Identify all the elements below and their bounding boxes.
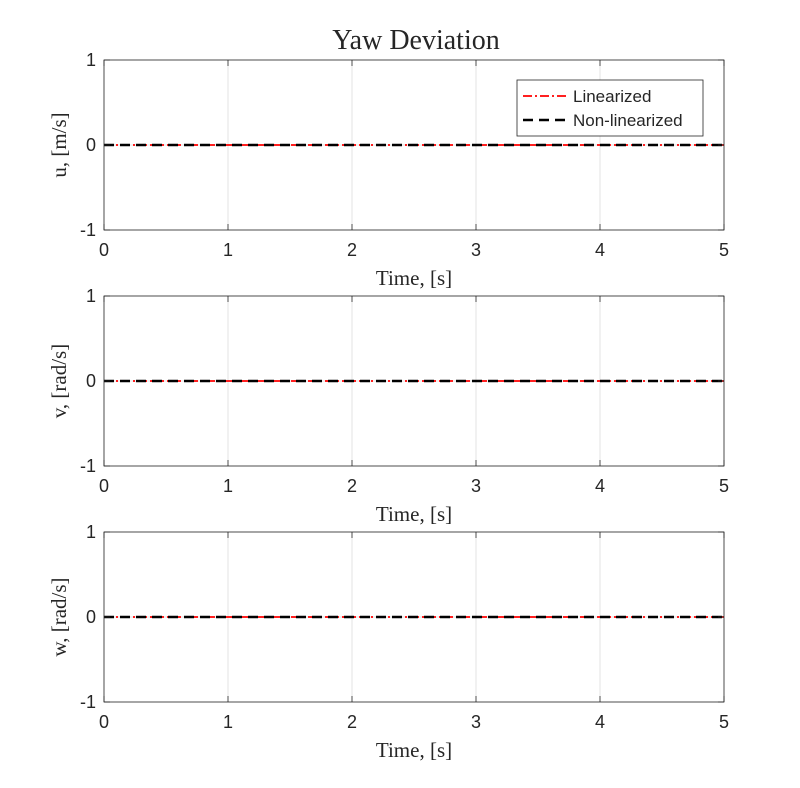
x-tick-label: 1 bbox=[223, 712, 233, 732]
x-tick-label: 0 bbox=[99, 712, 109, 732]
legend-label: Linearized bbox=[573, 87, 651, 106]
legend-box bbox=[516, 79, 704, 137]
x-tick-label: 1 bbox=[223, 240, 233, 260]
y-axis-label: w, [rad/s] bbox=[47, 577, 71, 656]
y-axis-label: v, [rad/s] bbox=[47, 344, 71, 418]
y-tick-label: 1 bbox=[86, 50, 96, 70]
figure-title: Yaw Deviation bbox=[332, 25, 499, 56]
x-axis-label: Time, [s] bbox=[376, 738, 452, 762]
x-tick-label: 3 bbox=[471, 712, 481, 732]
x-tick-label: 4 bbox=[595, 712, 605, 732]
legend-label: Non-linearized bbox=[573, 111, 683, 130]
x-tick-label: 2 bbox=[347, 712, 357, 732]
y-axis-label: u, [m/s] bbox=[47, 112, 71, 177]
x-tick-label: 2 bbox=[347, 476, 357, 496]
x-tick-label: 2 bbox=[347, 240, 357, 260]
x-tick-label: 1 bbox=[223, 476, 233, 496]
x-tick-label: 5 bbox=[719, 240, 729, 260]
x-axis-label: Time, [s] bbox=[376, 266, 452, 290]
y-tick-label: 0 bbox=[86, 371, 96, 391]
legend: Linearized Non-linearized bbox=[516, 79, 704, 137]
x-tick-label: 5 bbox=[719, 476, 729, 496]
x-axis-label: Time, [s] bbox=[376, 502, 452, 526]
x-tick-label: 0 bbox=[99, 240, 109, 260]
x-tick-label: 3 bbox=[471, 240, 481, 260]
x-tick-label: 3 bbox=[471, 476, 481, 496]
x-tick-label: 0 bbox=[99, 476, 109, 496]
y-tick-label: 1 bbox=[86, 286, 96, 306]
x-tick-label: 4 bbox=[595, 240, 605, 260]
x-tick-label: 5 bbox=[719, 712, 729, 732]
y-tick-label: 1 bbox=[86, 522, 96, 542]
y-tick-label: 0 bbox=[86, 135, 96, 155]
x-tick-label: 4 bbox=[595, 476, 605, 496]
y-tick-label: -1 bbox=[80, 220, 96, 240]
y-tick-label: -1 bbox=[80, 692, 96, 712]
y-tick-label: -1 bbox=[80, 456, 96, 476]
y-tick-label: 0 bbox=[86, 607, 96, 627]
